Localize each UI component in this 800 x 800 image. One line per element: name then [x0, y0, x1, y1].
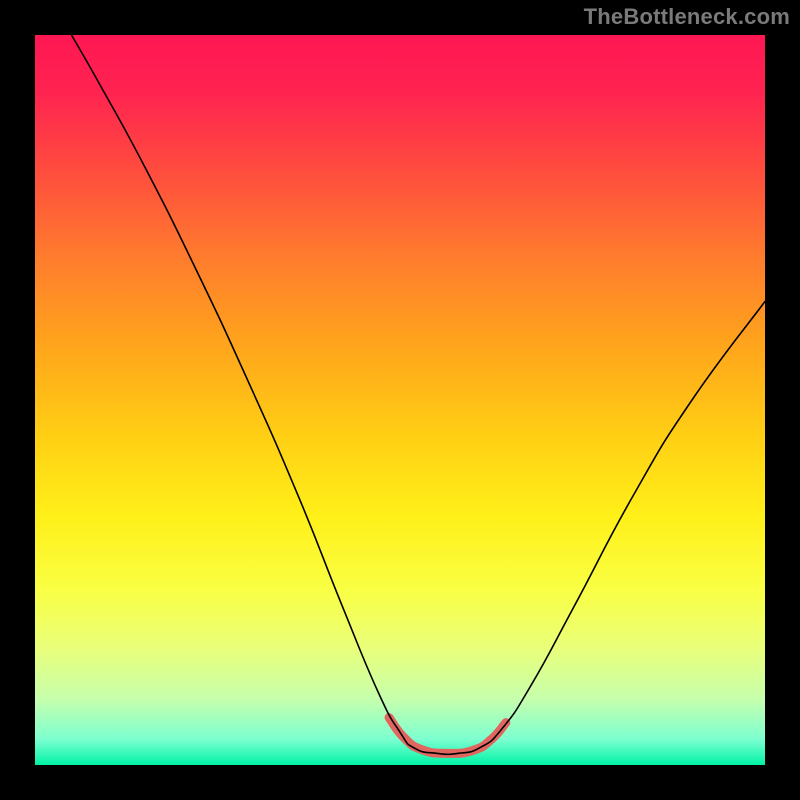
chart-container: TheBottleneck.com: [0, 0, 800, 800]
frame-border-right: [765, 35, 800, 765]
frame-border-left: [0, 35, 35, 765]
gradient-background: [35, 35, 765, 765]
frame-border-bottom: [0, 765, 800, 800]
watermark-text: TheBottleneck.com: [584, 4, 790, 30]
bottleneck-curve-chart: [0, 0, 800, 800]
